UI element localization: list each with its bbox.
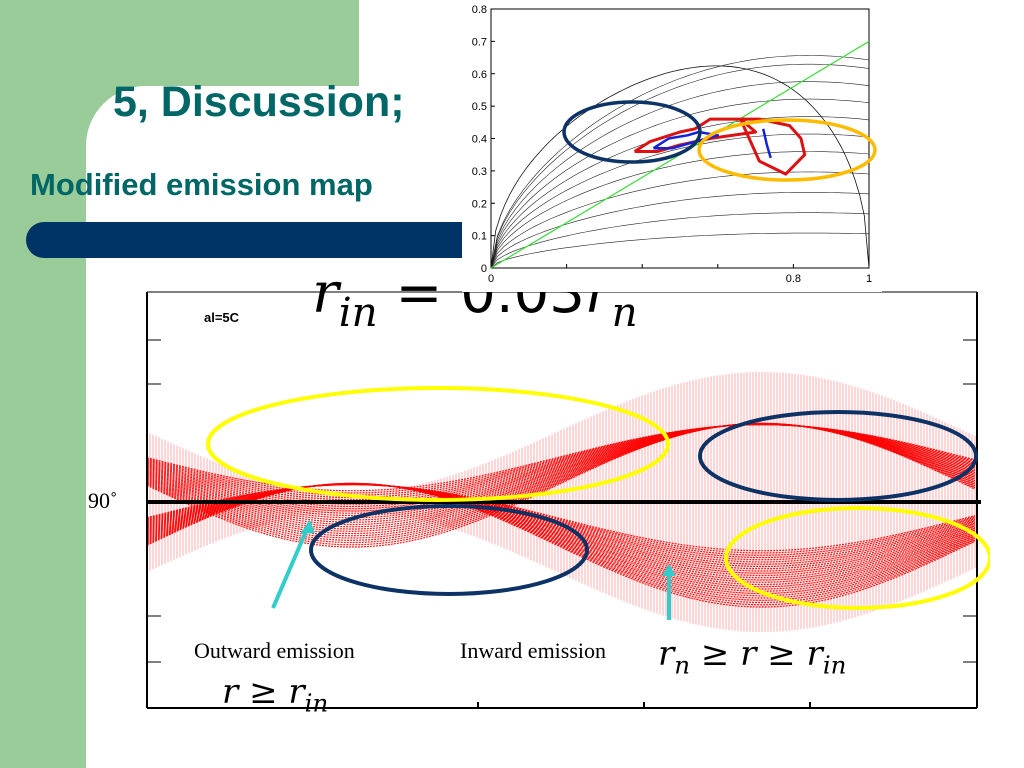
- yellow-ellipse-lower-right: [724, 506, 990, 610]
- yellow-ellipse-upper-left: [206, 386, 670, 502]
- inset-y-tick-label: 0.2: [472, 198, 487, 210]
- inset-family-curve: [490, 171, 870, 269]
- slide-title: 5, Discussion;: [113, 78, 405, 126]
- inward-condition: rn ≥ r ≥ rin: [658, 634, 846, 680]
- inset-y-tick-label: 0.8: [472, 4, 487, 16]
- inward-cond-op2: ≥: [767, 634, 796, 674]
- angle-90-label: 90˚: [88, 488, 118, 513]
- inset-orange-ellipse: [697, 118, 877, 182]
- inset-family-curve: [490, 81, 870, 269]
- inward-cond-c-sub: in: [822, 650, 847, 680]
- inset-y-tick-label: 0.3: [472, 166, 487, 178]
- inset-series-4: [761, 128, 772, 159]
- left-sidebar: [0, 0, 86, 768]
- inward-cond-mid-var: r: [740, 634, 757, 674]
- outward-cond-var: r: [222, 672, 239, 712]
- inward-cond-a-sub: n: [674, 650, 691, 680]
- inset-y-tick-label: 0.1: [472, 231, 487, 243]
- inset-family-curve: [490, 232, 870, 269]
- outward-emission-label: Outward emission: [194, 638, 355, 663]
- outward-cond-rhs-var: r: [288, 672, 305, 712]
- outward-condition: r ≥ rin: [222, 672, 328, 718]
- inset-x-tick-label: 1: [866, 273, 872, 285]
- rin-lhs-sub: in: [338, 289, 378, 337]
- outward-arrowhead: [300, 520, 315, 534]
- inset-y-tick-label: 0.7: [472, 36, 487, 48]
- inset-y-tick-label: 0.5: [472, 101, 487, 113]
- inset-navy-ellipse: [562, 100, 702, 164]
- inset-y-tick-label: 0: [481, 263, 487, 275]
- inset-family-curve: [490, 192, 870, 269]
- title-corner-curve: [86, 86, 146, 146]
- rin-rhs-sub: n: [611, 289, 638, 337]
- emission-map-chart: [146, 291, 990, 709]
- inset-phase-chart: 0 0.1 0.2 0.3 0.4 0.5 0.6 0.7 0.8 0 0.8 1: [462, 0, 882, 292]
- inset-family-curve: [490, 151, 870, 269]
- inset-family-curve: [490, 63, 870, 269]
- inward-emission-label: Inward emission: [460, 638, 607, 663]
- inset-family-curve: [490, 212, 870, 269]
- inset-y-tick-label: 0.6: [472, 69, 487, 81]
- main-frame: [146, 291, 978, 709]
- inset-x-tick-label: 0.8: [786, 273, 801, 285]
- inward-arrowhead: [662, 564, 676, 576]
- outward-cond-rhs-sub: in: [304, 688, 329, 718]
- inset-boundary-curve: [490, 65, 870, 269]
- decorative-pill-bar: [26, 222, 486, 258]
- slide-subtitle: Modified emission map: [30, 167, 373, 202]
- navy-ellipse-upper-right: [698, 410, 978, 502]
- inset-x-tick-label: 0: [488, 273, 494, 285]
- inset-y-tick-label: 0.4: [472, 134, 487, 146]
- inset-family-curve: [490, 98, 870, 269]
- inset-plot-layer: 0 0.1 0.2 0.3 0.4 0.5 0.6 0.7 0.8 0 0.8 1: [472, 4, 877, 285]
- inward-cond-c-var: r: [806, 634, 823, 674]
- navy-ellipse-lower-left: [309, 504, 589, 596]
- param-label: al=5C: [204, 310, 240, 325]
- top-accent-band: [86, 0, 359, 86]
- inward-cond-op1: ≥: [700, 634, 730, 674]
- inward-cond-a-var: r: [658, 634, 675, 674]
- inset-family-curve: [490, 133, 870, 269]
- main-annotations: [147, 386, 990, 620]
- rin-lhs-var: r: [312, 261, 339, 326]
- outward-cond-op: ≥: [249, 672, 278, 712]
- corner-shape: [86, 86, 146, 146]
- inset-family-curve: [490, 55, 870, 269]
- outward-arrow: [271, 521, 312, 609]
- rin-equals: =: [395, 261, 443, 326]
